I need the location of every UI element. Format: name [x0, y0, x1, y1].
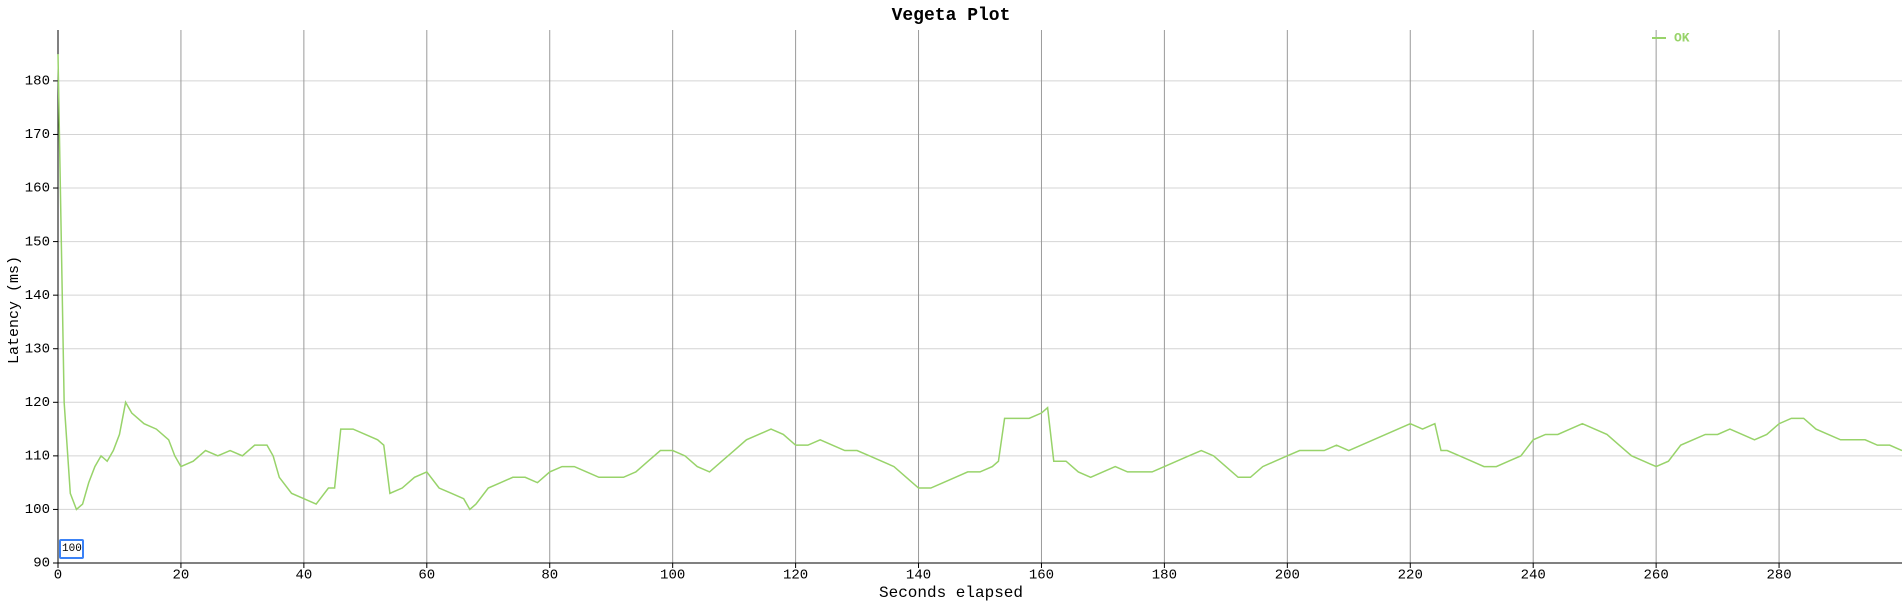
x-tick-label: 180	[1152, 568, 1177, 584]
x-tick-label: 260	[1644, 568, 1669, 584]
x-tick-label: 80	[541, 568, 558, 584]
x-tick-label: 120	[783, 568, 808, 584]
y-tick-label: 140	[25, 288, 50, 304]
x-tick-label: 20	[173, 568, 190, 584]
x-tick-label: 220	[1398, 568, 1423, 584]
x-tick-label: 240	[1521, 568, 1546, 584]
y-tick-label: 100	[25, 502, 50, 518]
x-tick-label: 280	[1766, 568, 1791, 584]
chart-title: Vegeta Plot	[892, 6, 1011, 26]
y-tick-label: 170	[25, 127, 50, 143]
y-tick-label: 130	[25, 341, 50, 357]
y-tick-label: 90	[33, 556, 50, 572]
y-tick-label: 150	[25, 234, 50, 250]
y-tick-label: 110	[25, 449, 50, 465]
x-tick-label: 40	[295, 568, 312, 584]
x-tick-label: 160	[1029, 568, 1054, 584]
y-axis-title: Latency (ms)	[6, 256, 23, 364]
x-axis-title: Seconds elapsed	[879, 584, 1023, 602]
x-tick-label: 200	[1275, 568, 1300, 584]
y-tick-label: 120	[25, 395, 50, 411]
x-tick-label: 60	[418, 568, 435, 584]
x-tick-label: 100	[660, 568, 685, 584]
x-tick-label: 140	[906, 568, 931, 584]
data-line	[57, 54, 1902, 511]
x-tick-label: 0	[54, 568, 62, 584]
y-tick-label: 160	[25, 181, 50, 197]
y-tick-label: 180	[25, 74, 50, 90]
roll-period-input[interactable]: 100	[59, 539, 84, 559]
legend-label: OK	[1674, 30, 1690, 45]
